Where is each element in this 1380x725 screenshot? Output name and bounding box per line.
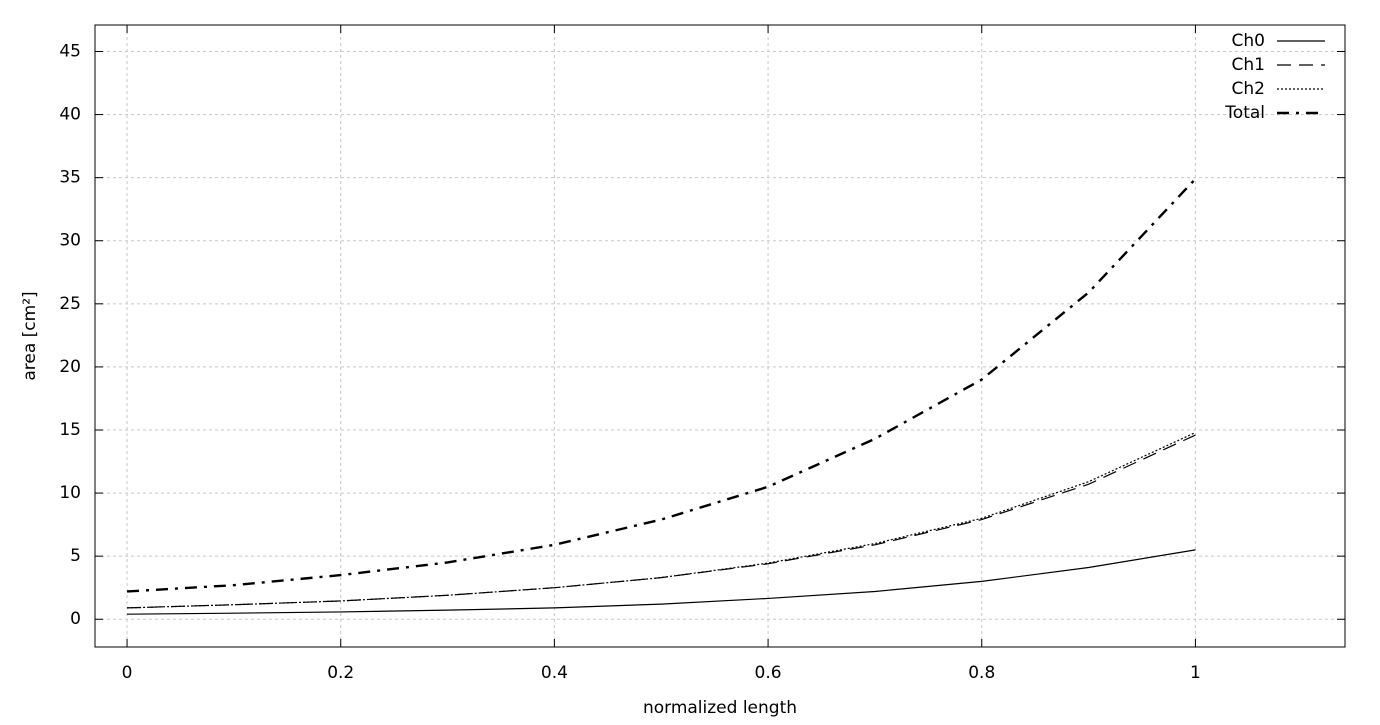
y-tick-label: 10 bbox=[59, 483, 81, 503]
y-tick-label: 20 bbox=[59, 357, 81, 377]
x-tick-label: 0.2 bbox=[327, 663, 354, 683]
y-axis-label: area [cm²] bbox=[20, 291, 40, 380]
x-tick-label: 0.6 bbox=[755, 663, 782, 683]
y-tick-label: 35 bbox=[59, 168, 81, 188]
y-tick-label: 25 bbox=[59, 294, 81, 314]
series-line bbox=[127, 434, 1196, 609]
y-tick-label: 5 bbox=[70, 546, 81, 566]
x-tick-label: 1 bbox=[1190, 663, 1201, 683]
y-tick-label: 45 bbox=[59, 41, 81, 61]
series-line bbox=[127, 549, 1196, 615]
y-tick-label: 30 bbox=[59, 231, 81, 251]
y-tick-label: 0 bbox=[70, 609, 81, 629]
legend-label: Ch0 bbox=[1232, 31, 1265, 51]
x-tick-label: 0 bbox=[122, 663, 133, 683]
y-tick-label: 40 bbox=[59, 105, 81, 125]
x-tick-label: 0.8 bbox=[968, 663, 995, 683]
x-axis-label: normalized length bbox=[643, 698, 797, 718]
legend-label: Ch2 bbox=[1232, 79, 1265, 99]
x-tick-label: 0.4 bbox=[541, 663, 568, 683]
y-tick-label: 15 bbox=[59, 420, 81, 440]
plot-border bbox=[94, 24, 1346, 648]
legend-label: Ch1 bbox=[1232, 55, 1265, 75]
legend-label: Total bbox=[1224, 103, 1265, 123]
series-line bbox=[126, 178, 1197, 593]
